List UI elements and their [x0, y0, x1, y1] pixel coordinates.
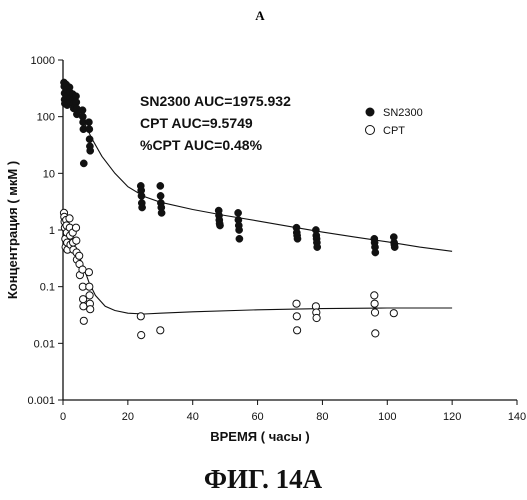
point-sn2300: [139, 204, 146, 211]
point-cpt: [138, 332, 145, 339]
point-cpt: [371, 292, 378, 299]
point-cpt: [157, 327, 164, 334]
point-cpt: [390, 310, 397, 317]
point-cpt: [294, 327, 301, 334]
point-cpt: [87, 306, 94, 313]
x-tick-label: 100: [378, 411, 396, 423]
point-sn2300: [216, 222, 223, 229]
y-tick-label: 1: [49, 225, 55, 237]
legend-label-sn2300: SN2300: [383, 107, 423, 119]
x-axis-label: ВРЕМЯ ( часы ): [210, 429, 310, 444]
point-sn2300: [158, 209, 165, 216]
y-tick-label: 1000: [31, 55, 55, 67]
point-sn2300: [138, 192, 145, 199]
annotation-block: SN2300 AUC=1975.932 CPT AUC=9.5749 %CPT …: [140, 93, 291, 153]
point-cpt: [293, 300, 300, 307]
point-cpt: [293, 313, 300, 320]
x-tick-label: 80: [316, 411, 328, 423]
legend-marker-sn2300: [366, 108, 375, 117]
figure-caption: ФИГ. 14А: [204, 464, 323, 494]
x-tick-label: 20: [122, 411, 134, 423]
point-sn2300: [79, 107, 86, 114]
point-sn2300: [294, 235, 301, 242]
point-sn2300: [80, 160, 87, 167]
point-sn2300: [157, 182, 164, 189]
point-sn2300: [235, 209, 242, 216]
point-sn2300: [314, 244, 321, 251]
point-cpt: [371, 300, 378, 307]
point-cpt: [72, 224, 79, 231]
annotation-percent-cpt-auc: %CPT AUC=0.48%: [140, 137, 263, 153]
annotation-sn2300-auc: SN2300 AUC=1975.932: [140, 93, 291, 109]
legend-label-cpt: CPT: [383, 125, 405, 137]
point-sn2300: [157, 192, 164, 199]
header-letter: A: [255, 8, 265, 23]
point-cpt: [80, 317, 87, 324]
point-cpt: [76, 252, 83, 259]
y-tick-label: 100: [37, 112, 55, 124]
annotation-cpt-auc: CPT AUC=9.5749: [140, 115, 253, 131]
y-tick-label: 0.1: [40, 282, 55, 294]
point-sn2300: [87, 147, 94, 154]
point-cpt: [137, 313, 144, 320]
point-cpt: [372, 330, 379, 337]
point-cpt: [66, 215, 73, 222]
point-cpt: [371, 309, 378, 316]
point-cpt: [80, 296, 87, 303]
point-cpt: [73, 237, 80, 244]
point-sn2300: [372, 249, 379, 256]
y-axis-ticks: 0.001 0.01 0.1 1 10 100 1000: [27, 55, 63, 407]
y-tick-label: 0.01: [34, 338, 55, 350]
y-axis-label: Концентрация ( мкМ ): [5, 161, 20, 299]
legend: SN2300 CPT: [366, 107, 423, 137]
plot-frame: [63, 60, 517, 400]
point-sn2300: [86, 136, 93, 143]
x-tick-label: 0: [60, 411, 66, 423]
y-tick-label: 10: [43, 168, 55, 180]
x-tick-label: 120: [443, 411, 461, 423]
point-cpt: [86, 283, 93, 290]
x-tick-label: 60: [251, 411, 263, 423]
x-tick-label: 40: [187, 411, 199, 423]
x-axis-ticks: 0 20 40 60 80 100 120 140: [60, 400, 526, 423]
point-sn2300: [86, 126, 93, 133]
x-tick-label: 140: [508, 411, 526, 423]
point-sn2300: [236, 226, 243, 233]
point-cpt: [313, 314, 320, 321]
legend-marker-cpt: [366, 126, 375, 135]
y-tick-label: 0.001: [27, 395, 55, 407]
point-sn2300: [85, 119, 92, 126]
point-cpt: [86, 292, 93, 299]
point-sn2300: [236, 235, 243, 242]
point-sn2300: [391, 244, 398, 251]
point-cpt: [85, 269, 92, 276]
